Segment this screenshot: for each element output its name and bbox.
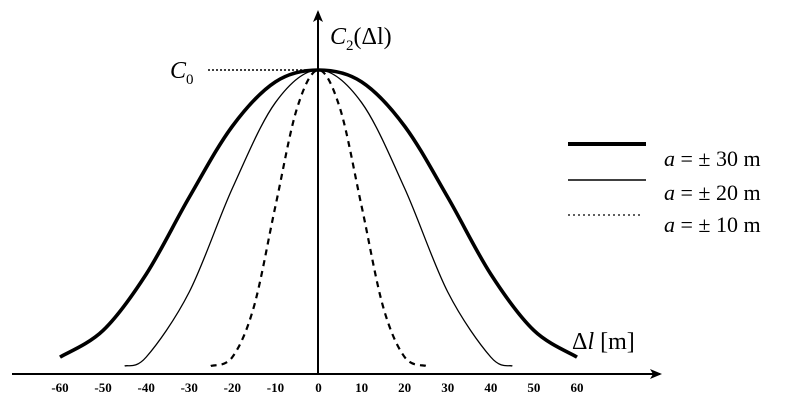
curves-group [59,68,578,368]
legend-label-30: a = ± 30 m [664,146,761,171]
x-tick-label: 60 [571,380,584,395]
x-tick-label: -30 [181,380,198,395]
legend: a = ± 30 m a = ± 20 m a = ± 10 m [568,142,761,237]
x-tick-label: -40 [137,380,154,395]
x-tick-label: 20 [398,380,411,395]
x-tick-label: 40 [484,380,497,395]
x-tick-label: 0 [315,380,322,395]
legend-label-10: a = ± 10 m [664,212,761,237]
x-axis-label: Δl [m] [572,329,635,355]
x-tick-label: -20 [224,380,241,395]
x-tick-label: 50 [527,380,540,395]
y-axis-label-rest: (Δl) [354,24,392,50]
y-axis-label: C2(Δl) [330,24,392,54]
curve-a-20 [124,69,513,367]
x-tick-label: -50 [94,380,111,395]
tick-labels-group: -60 -50 -40 -30 -20 -10 0 10 20 30 40 50 60 [51,380,583,395]
x-tick-label: -60 [51,380,68,395]
legend-label-20: a = ± 20 m [664,180,761,205]
x-tick-label: -10 [267,380,284,395]
x-tick-label: 10 [355,380,368,395]
peak-label: C0 [170,58,194,88]
x-tick-label: 30 [441,380,454,395]
